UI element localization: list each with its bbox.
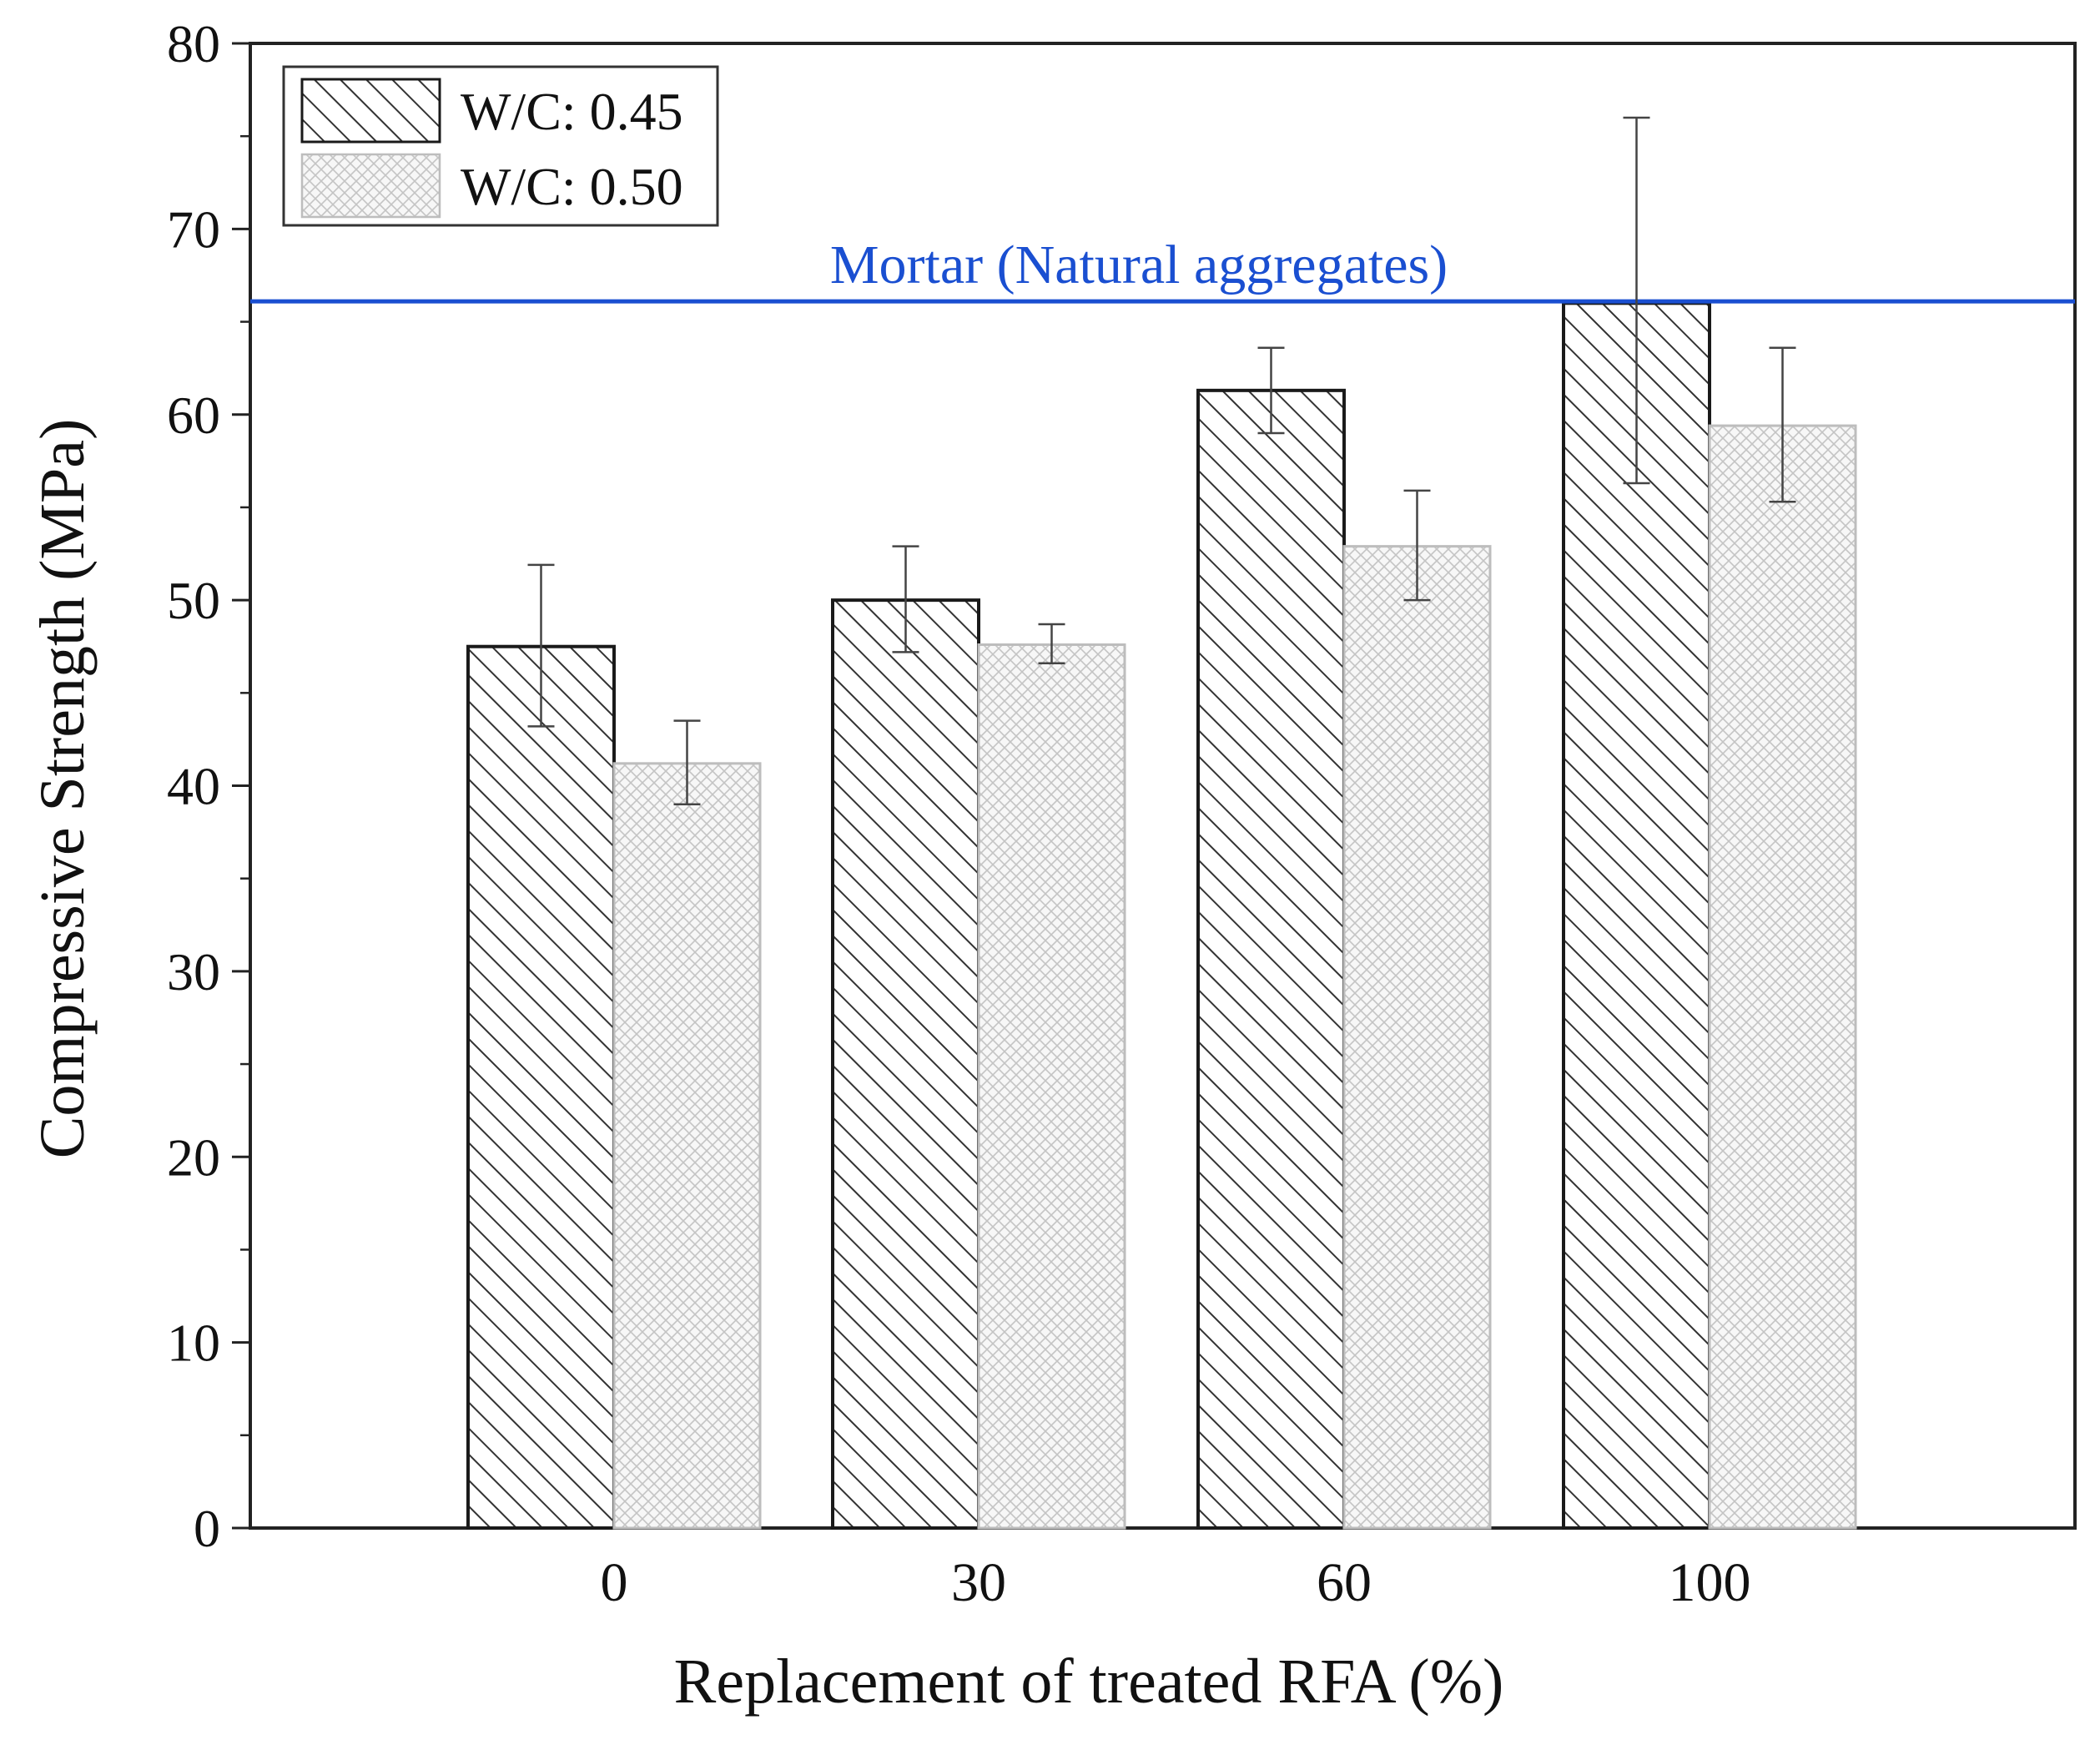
y-tick-label: 70 bbox=[167, 199, 220, 259]
legend-label-w-c-045: W/C: 0.45 bbox=[461, 82, 683, 141]
legend-swatch-w-c-045 bbox=[300, 78, 441, 144]
legend-label-w-c-050: W/C: 0.50 bbox=[461, 157, 683, 216]
y-tick-label: 50 bbox=[167, 571, 220, 630]
legend-swatch-w-c-050 bbox=[300, 153, 441, 219]
series-w-c-050-bar-30 bbox=[977, 643, 1126, 1530]
series-w-c-050-bar-100 bbox=[1708, 424, 1857, 1530]
series-w-c-045-bar-100 bbox=[1562, 301, 1711, 1531]
series-w-c-050-bar-60 bbox=[1342, 545, 1492, 1530]
x-tick-label: 60 bbox=[1317, 1552, 1372, 1613]
x-axis-title: Replacement of treated RFA (%) bbox=[674, 1647, 1504, 1717]
series-w-c-045-bar-60 bbox=[1196, 388, 1346, 1530]
reference-line-label: Mortar (Natural aggregates) bbox=[830, 235, 1448, 295]
y-axis-title: Compressive Strength (MPa) bbox=[28, 419, 98, 1159]
series-w-c-045-bar-30 bbox=[831, 598, 980, 1530]
series-w-c-050-bar-0 bbox=[612, 762, 762, 1530]
y-tick-label: 60 bbox=[167, 386, 220, 445]
y-tick-label: 80 bbox=[167, 14, 220, 73]
y-tick-label: 10 bbox=[167, 1314, 220, 1373]
y-tick-label: 0 bbox=[194, 1499, 220, 1558]
y-tick-label: 30 bbox=[167, 942, 220, 1001]
series-w-c-045-bar-0 bbox=[466, 644, 616, 1530]
y-tick-label: 40 bbox=[167, 757, 220, 816]
x-tick-label: 0 bbox=[601, 1552, 628, 1613]
x-tick-label: 30 bbox=[951, 1552, 1006, 1613]
x-tick-label: 100 bbox=[1669, 1552, 1751, 1613]
y-tick-label: 20 bbox=[167, 1127, 220, 1187]
